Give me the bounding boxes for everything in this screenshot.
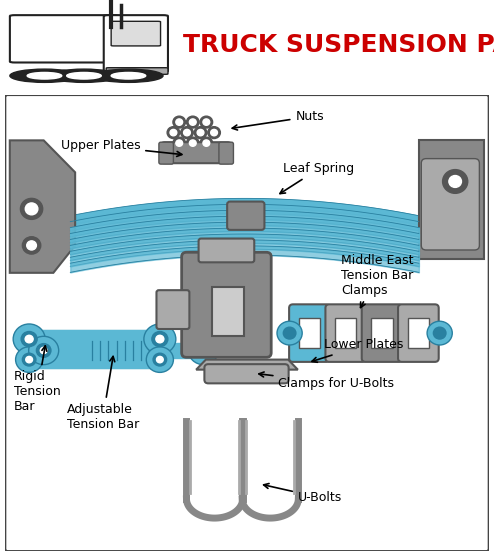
Circle shape bbox=[16, 347, 42, 373]
Circle shape bbox=[197, 129, 204, 136]
Circle shape bbox=[200, 116, 212, 128]
FancyBboxPatch shape bbox=[182, 252, 271, 358]
Circle shape bbox=[156, 335, 164, 343]
Circle shape bbox=[203, 119, 210, 125]
Circle shape bbox=[37, 344, 51, 358]
Circle shape bbox=[173, 116, 186, 128]
Circle shape bbox=[186, 116, 199, 128]
FancyBboxPatch shape bbox=[299, 318, 320, 348]
Circle shape bbox=[173, 137, 186, 149]
Circle shape bbox=[176, 140, 183, 146]
Circle shape bbox=[194, 126, 207, 139]
Circle shape bbox=[67, 72, 101, 79]
Text: Clamps for U-Bolts: Clamps for U-Bolts bbox=[259, 372, 395, 390]
FancyBboxPatch shape bbox=[398, 304, 439, 362]
FancyBboxPatch shape bbox=[212, 286, 244, 336]
Circle shape bbox=[25, 203, 38, 215]
Circle shape bbox=[186, 137, 199, 149]
FancyBboxPatch shape bbox=[326, 304, 366, 362]
FancyBboxPatch shape bbox=[362, 304, 403, 362]
Circle shape bbox=[20, 198, 42, 219]
FancyBboxPatch shape bbox=[408, 318, 429, 348]
Circle shape bbox=[111, 72, 146, 79]
Text: Adjustable
Tension Bar: Adjustable Tension Bar bbox=[67, 356, 139, 431]
Circle shape bbox=[200, 347, 207, 354]
FancyBboxPatch shape bbox=[335, 318, 356, 348]
Circle shape bbox=[41, 347, 47, 354]
Circle shape bbox=[188, 336, 218, 365]
Circle shape bbox=[170, 129, 177, 136]
Circle shape bbox=[22, 353, 36, 366]
Text: TRUCK SUSPENSION PARTS: TRUCK SUSPENSION PARTS bbox=[183, 33, 494, 57]
FancyBboxPatch shape bbox=[104, 15, 168, 72]
Text: Lower Plates: Lower Plates bbox=[312, 339, 404, 362]
Circle shape bbox=[144, 324, 176, 354]
Text: Upper Plates: Upper Plates bbox=[61, 139, 182, 157]
FancyBboxPatch shape bbox=[10, 15, 119, 62]
FancyBboxPatch shape bbox=[161, 142, 232, 163]
Circle shape bbox=[13, 324, 45, 354]
Text: Nuts: Nuts bbox=[232, 110, 324, 130]
Circle shape bbox=[167, 126, 180, 139]
Circle shape bbox=[203, 140, 210, 146]
Circle shape bbox=[27, 72, 62, 79]
Circle shape bbox=[29, 336, 59, 365]
FancyBboxPatch shape bbox=[227, 202, 264, 230]
FancyBboxPatch shape bbox=[106, 68, 168, 74]
Circle shape bbox=[21, 331, 37, 346]
Circle shape bbox=[443, 169, 468, 193]
Circle shape bbox=[210, 129, 217, 136]
Circle shape bbox=[22, 237, 41, 254]
Circle shape bbox=[157, 356, 163, 363]
Circle shape bbox=[10, 69, 79, 82]
FancyBboxPatch shape bbox=[205, 364, 288, 383]
Circle shape bbox=[27, 241, 37, 250]
FancyBboxPatch shape bbox=[159, 142, 173, 164]
Circle shape bbox=[181, 126, 193, 139]
Circle shape bbox=[449, 175, 461, 187]
Circle shape bbox=[196, 344, 210, 358]
FancyBboxPatch shape bbox=[371, 318, 393, 348]
FancyBboxPatch shape bbox=[219, 142, 234, 164]
Circle shape bbox=[208, 126, 220, 139]
Circle shape bbox=[49, 69, 119, 82]
Circle shape bbox=[94, 69, 163, 82]
FancyBboxPatch shape bbox=[157, 290, 189, 329]
Circle shape bbox=[189, 119, 196, 125]
Circle shape bbox=[283, 327, 296, 339]
Text: Leaf Spring: Leaf Spring bbox=[280, 162, 354, 194]
FancyBboxPatch shape bbox=[289, 304, 330, 362]
Circle shape bbox=[152, 331, 168, 346]
Circle shape bbox=[189, 140, 196, 146]
Circle shape bbox=[184, 129, 190, 136]
Circle shape bbox=[200, 137, 212, 149]
FancyBboxPatch shape bbox=[199, 238, 254, 262]
Circle shape bbox=[176, 119, 183, 125]
FancyBboxPatch shape bbox=[421, 159, 479, 250]
Circle shape bbox=[146, 347, 173, 373]
Polygon shape bbox=[419, 140, 484, 259]
Circle shape bbox=[427, 321, 453, 345]
Text: Middle East
Tension Bar
Clamps: Middle East Tension Bar Clamps bbox=[341, 253, 414, 307]
Circle shape bbox=[25, 335, 33, 343]
Polygon shape bbox=[10, 140, 75, 273]
Polygon shape bbox=[196, 360, 298, 370]
FancyBboxPatch shape bbox=[111, 21, 161, 46]
Text: U-Bolts: U-Bolts bbox=[264, 483, 342, 504]
FancyBboxPatch shape bbox=[5, 95, 489, 551]
Circle shape bbox=[433, 327, 446, 339]
Circle shape bbox=[26, 356, 33, 363]
Text: Rigid
Tension
Bar: Rigid Tension Bar bbox=[14, 346, 60, 413]
Circle shape bbox=[277, 321, 302, 345]
Circle shape bbox=[153, 353, 166, 366]
